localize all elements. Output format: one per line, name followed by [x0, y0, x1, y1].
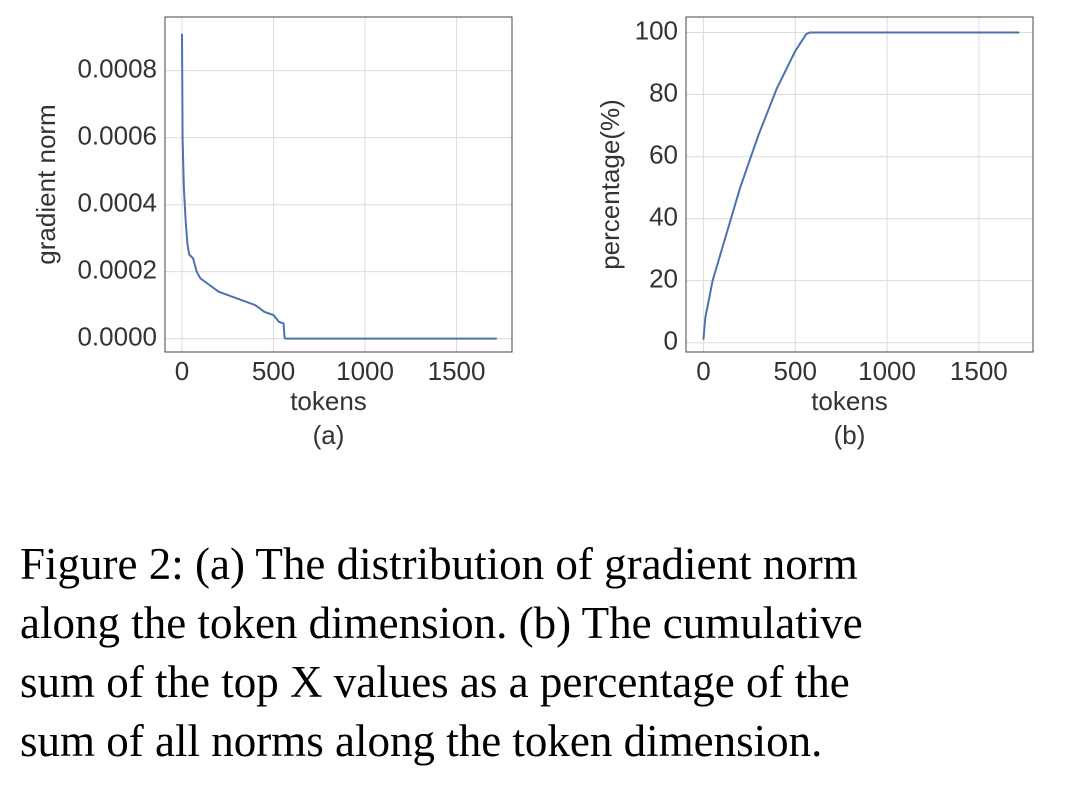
y-tick-label: 20 — [649, 264, 678, 294]
caption-line: Figure 2: (a) The distribution of gradie… — [20, 539, 858, 589]
y-axis-label: gradient norm — [31, 104, 61, 264]
y-tick-label: 40 — [649, 201, 678, 231]
y-tick-label: 0 — [664, 326, 678, 356]
x-tick-label: 500 — [252, 356, 295, 386]
y-tick-label: 0.0006 — [77, 120, 157, 150]
x-tick-label: 0 — [175, 356, 189, 386]
x-tick-label: 1500 — [428, 356, 486, 386]
caption-line: along the token dimension. (b) The cumul… — [20, 598, 863, 648]
subtitle: (b) — [834, 420, 866, 450]
x-axis-label: tokens — [811, 386, 888, 416]
caption: Figure 2: (a) The distribution of gradie… — [20, 535, 1070, 771]
caption-line: sum of all norms along the token dimensi… — [20, 716, 823, 766]
data-line — [181, 33, 497, 340]
x-tick-label: 1500 — [950, 356, 1008, 386]
x-tick-label: 1000 — [336, 356, 394, 386]
caption-line: sum of the top X values as a percentage … — [20, 657, 850, 707]
figure: 0 500 1000 15000.00000.00020.00040.00060.00… — [31, 15, 1034, 450]
x-tick-label: 500 — [774, 356, 817, 386]
y-tick-label: 100 — [635, 15, 678, 45]
plot-frame — [685, 16, 1034, 353]
x-axis-label: tokens — [290, 386, 367, 416]
plot-frame — [164, 16, 513, 353]
subtitle: (a) — [313, 420, 345, 450]
x-tick-label: 1000 — [858, 356, 916, 386]
y-tick-label: 0.0008 — [77, 53, 157, 83]
y-tick-label: 0.0002 — [77, 254, 157, 284]
y-axis-label: percentage(%) — [595, 99, 625, 270]
y-tick-label: 80 — [649, 77, 678, 107]
data-line — [702, 31, 1020, 340]
y-tick-label: 60 — [649, 139, 678, 169]
y-tick-label: 0.0004 — [77, 187, 157, 217]
x-tick-label: 0 — [696, 356, 710, 386]
y-tick-label: 0.0000 — [77, 321, 157, 351]
